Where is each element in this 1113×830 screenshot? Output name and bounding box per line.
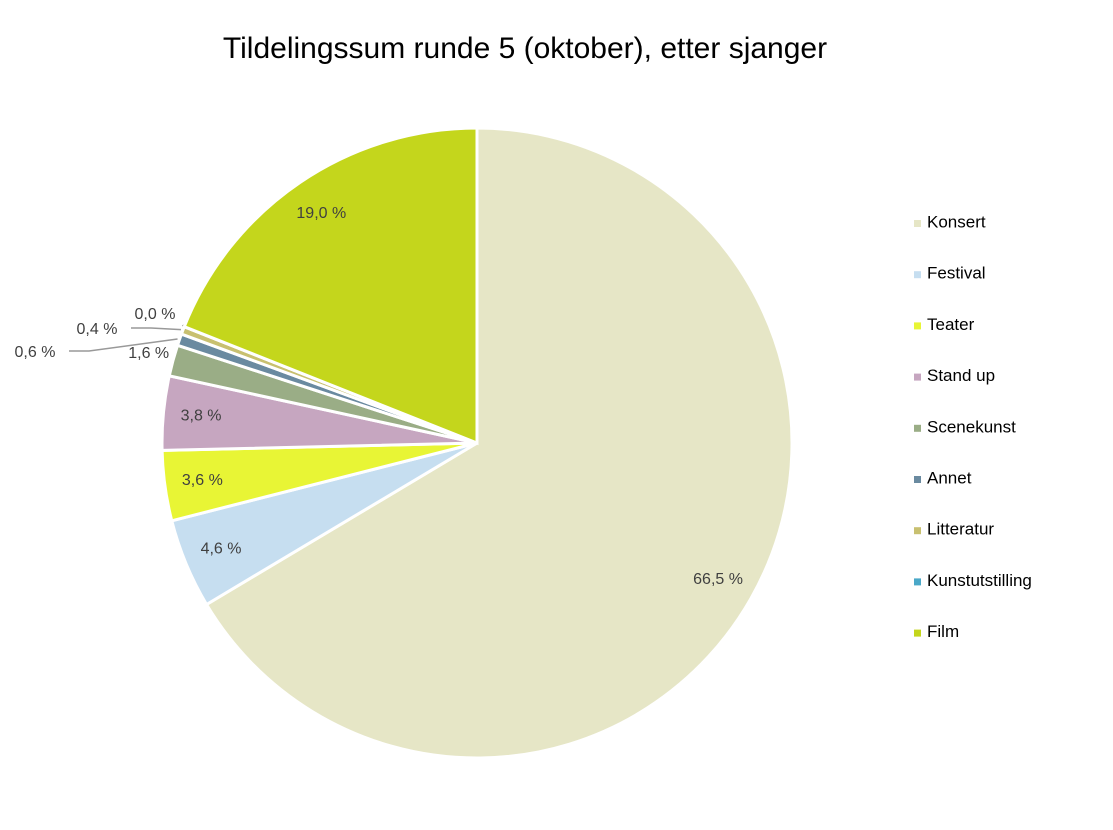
- legend-swatch: [914, 578, 921, 586]
- data-label: 0,0 %: [135, 306, 176, 323]
- legend-label: Teater: [927, 315, 975, 334]
- legend-swatch: [914, 373, 921, 381]
- legend-label: Annet: [927, 468, 972, 487]
- data-label: 66,5 %: [693, 571, 743, 588]
- legend-swatch: [914, 629, 921, 637]
- pie-slice: [182, 126, 479, 446]
- legend-label: Kunstutstilling: [927, 571, 1032, 590]
- data-label: 19,0 %: [296, 205, 346, 222]
- legend-swatch: [914, 271, 921, 279]
- chart-title: Tildelingssum runde 5 (oktober), etter s…: [223, 32, 827, 65]
- legend-swatch: [914, 220, 921, 227]
- pie-slice: [204, 126, 794, 760]
- leader-line: [69, 338, 178, 352]
- legend-label: Litteratur: [927, 520, 994, 539]
- legend-label: Film: [927, 622, 959, 641]
- data-label: 1,6 %: [128, 345, 169, 362]
- data-label: 0,4 %: [77, 321, 118, 338]
- data-label: 3,8 %: [181, 408, 222, 425]
- legend-swatch: [914, 527, 921, 535]
- legend-swatch: [914, 476, 921, 483]
- legend-swatch: [914, 322, 921, 330]
- data-label: 3,6 %: [182, 472, 223, 489]
- legend-swatch: [914, 424, 921, 432]
- legend-label: Konsert: [927, 212, 986, 231]
- leader-line: [131, 327, 181, 331]
- data-label: 0,6 %: [15, 344, 56, 361]
- legend-label: Scenekunst: [927, 417, 1016, 436]
- legend-label: Festival: [927, 264, 986, 283]
- legend-label: Stand up: [927, 366, 995, 385]
- data-label: 4,6 %: [201, 541, 242, 558]
